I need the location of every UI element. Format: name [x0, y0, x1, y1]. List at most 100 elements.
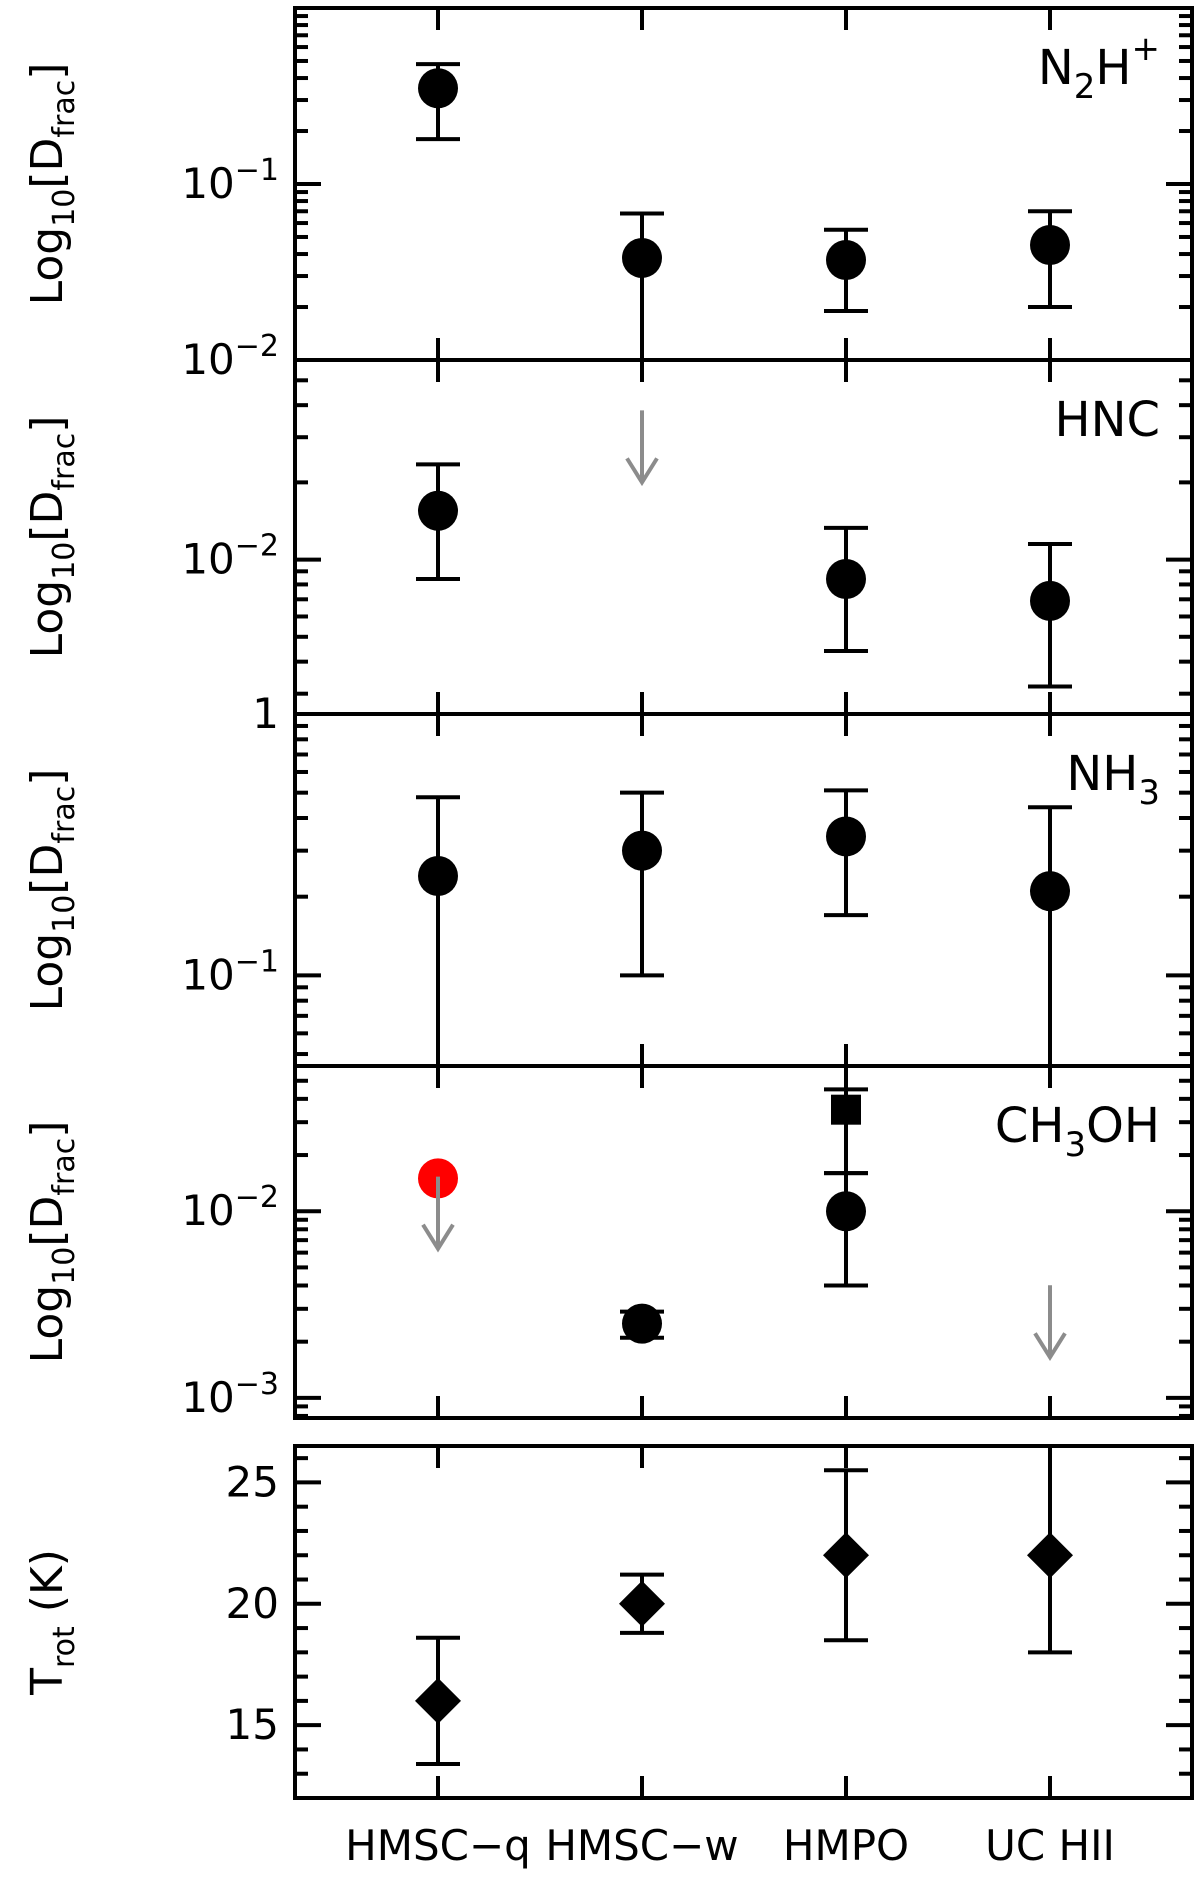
molecule-mid: H	[1095, 40, 1131, 96]
y-tick-text: 25	[226, 1457, 279, 1506]
molecule-label: HNC	[1054, 392, 1160, 448]
y-label-sub: 10	[47, 895, 82, 933]
y-tick-text: 15	[226, 1700, 279, 1749]
arrow-head	[421, 1223, 455, 1253]
y-label-base: Log	[22, 1285, 73, 1364]
y-label-sub: 10	[47, 1247, 82, 1285]
data-point	[622, 237, 662, 278]
y-tick-mantissa: 10	[181, 1186, 234, 1235]
molecule-sup: +	[1132, 29, 1161, 69]
y-label-end: ]	[22, 1121, 73, 1138]
y-label-sub: rot	[47, 1626, 82, 1668]
x-category-label: HMSC−w	[545, 1821, 738, 1870]
data-point	[826, 559, 866, 600]
data-point	[826, 1191, 866, 1232]
molecule-sub: 2	[1074, 67, 1096, 107]
y-label-end: ]	[22, 769, 73, 786]
y-label-base: Log	[22, 933, 73, 1012]
y-label-sub: frac	[47, 786, 82, 844]
y-tick-mantissa: 10	[181, 950, 234, 999]
y-tick-text: 1	[252, 689, 279, 738]
y-tick-mantissa: 10	[181, 1373, 234, 1422]
y-tick-label: 10−2	[181, 529, 279, 584]
x-category-label: HMSC−q	[345, 1821, 531, 1870]
panel-trot: 25 20 15 Trot (K)	[22, 1444, 1194, 1800]
y-axis-label: Log10[Dfrac]	[22, 769, 82, 1012]
upper-limit-arrow	[421, 1176, 455, 1253]
molecule-base: NH	[1066, 746, 1138, 802]
y-label-mid: [D	[22, 491, 73, 542]
y-tick-exponent: −1	[235, 944, 279, 979]
y-tick-label: 10−1	[181, 153, 279, 208]
data-point-diamond	[415, 1677, 461, 1724]
molecule-sub: 3	[1138, 773, 1160, 813]
molecule-label: N2H+	[1038, 29, 1160, 107]
y-tick-label: 10−2	[181, 1180, 279, 1235]
y-axis-label: Log10[Dfrac]	[22, 1121, 82, 1364]
y-tick-label: 10−1	[181, 944, 279, 999]
data-point	[418, 490, 458, 531]
data-point	[1030, 225, 1070, 266]
y-tick-label: 25	[226, 1457, 279, 1506]
molecule-label: CH3OH	[995, 1098, 1160, 1165]
y-tick-label: 10−2	[181, 329, 279, 384]
data-point	[1030, 871, 1070, 912]
molecule-base: N	[1038, 40, 1074, 96]
molecule-label: NH3	[1066, 746, 1160, 813]
data-point-diamond	[1027, 1532, 1073, 1579]
y-tick-text: 20	[226, 1579, 279, 1628]
y-label-sub: frac	[47, 433, 82, 491]
molecule-sub: 3	[1064, 1125, 1086, 1165]
data-point	[418, 68, 458, 109]
y-label-base: Log	[22, 580, 73, 659]
data-point-square	[831, 1094, 861, 1125]
data-point	[622, 830, 662, 871]
y-tick-exponent: −2	[235, 1180, 279, 1215]
y-tick-label: 15	[226, 1700, 279, 1749]
y-axis-label: Log10[Dfrac]	[22, 416, 82, 659]
y-tick-label: 1	[252, 689, 279, 738]
y-label-sub: frac	[47, 80, 82, 138]
x-category-label: HMPO	[783, 1821, 909, 1870]
upper-limit-arrow	[625, 410, 659, 487]
upper-limit-arrow	[1033, 1285, 1067, 1362]
x-category-label: UC HII	[985, 1821, 1115, 1870]
data-point	[826, 239, 866, 280]
y-axis-label: Log10[Dfrac]	[22, 63, 82, 306]
molecule-base: CH	[995, 1098, 1065, 1154]
data-point	[418, 855, 458, 896]
y-label-mid: [D	[22, 844, 73, 895]
y-tick-mantissa: 10	[181, 159, 234, 208]
y-tick-exponent: −2	[235, 329, 279, 364]
plot-frame	[293, 1444, 1194, 1800]
y-tick-label: 20	[226, 1579, 279, 1628]
y-label-base: Log	[22, 227, 73, 306]
y-tick-exponent: −2	[235, 529, 279, 564]
y-label-base: T	[22, 1668, 73, 1696]
y-label-sub: 10	[47, 189, 82, 227]
y-label-end: (K)	[22, 1549, 73, 1626]
data-point	[622, 1303, 662, 1344]
y-label-mid: [D	[22, 1196, 73, 1247]
y-tick-mantissa: 10	[181, 535, 234, 584]
molecule-mid: OH	[1086, 1098, 1160, 1154]
y-tick-label: 10−3	[181, 1367, 279, 1422]
data-point-diamond	[823, 1532, 869, 1579]
data-point-diamond	[619, 1580, 665, 1627]
y-tick-exponent: −3	[235, 1367, 279, 1402]
y-label-mid: [D	[22, 138, 73, 189]
arrow-head	[1033, 1332, 1067, 1362]
data-point	[826, 816, 866, 857]
arrow-head	[625, 457, 659, 487]
y-axis-label: Trot (K)	[22, 1549, 82, 1696]
y-label-sub: 10	[47, 542, 82, 580]
y-label-end: ]	[22, 63, 73, 80]
y-label-end: ]	[22, 416, 73, 433]
data-point	[1030, 580, 1070, 621]
molecule-base: HNC	[1054, 392, 1160, 448]
